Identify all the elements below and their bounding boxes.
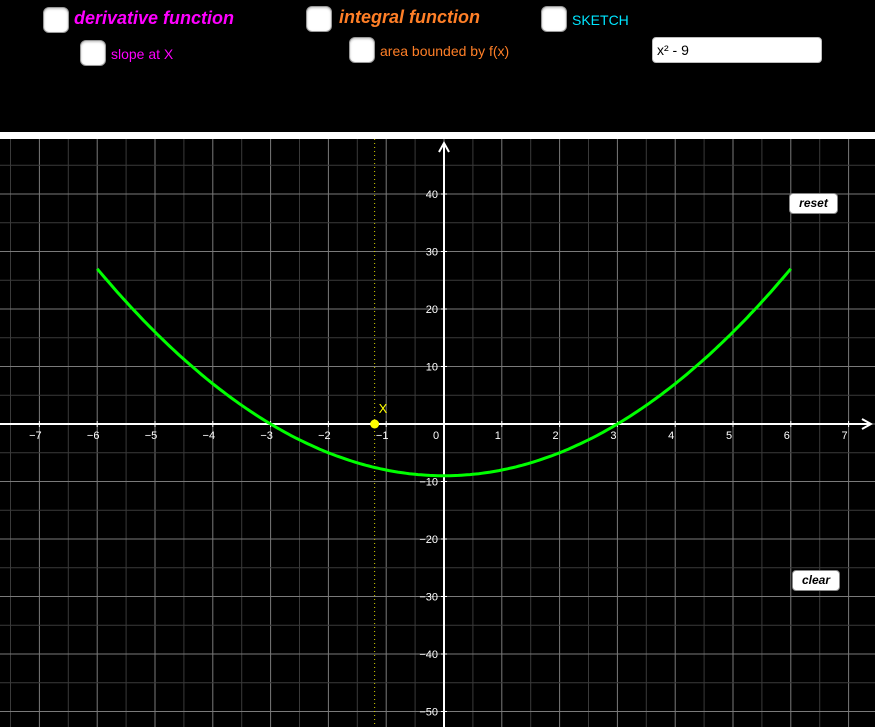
integral-function-checkbox[interactable] <box>306 6 332 32</box>
area-bounded-label: area bounded by f(x) <box>380 43 510 59</box>
x-axis-arrow <box>861 418 874 430</box>
clear-button[interactable]: clear <box>792 570 840 591</box>
y-tick-label: −30 <box>419 592 438 604</box>
sketch-label: SKETCH <box>572 12 629 28</box>
y-tick-label: −10 <box>419 477 438 489</box>
grid <box>0 139 875 727</box>
y-tick-label: 30 <box>426 247 438 259</box>
slope-at-x-checkbox[interactable] <box>80 40 106 66</box>
x-tick-label: 6 <box>784 430 790 442</box>
x-tick-label: −6 <box>87 430 100 442</box>
area-bounded-checkbox[interactable] <box>349 37 375 63</box>
sketch-checkbox[interactable] <box>541 6 567 32</box>
y-tick-label: −20 <box>419 534 438 546</box>
x-tick-label: −1 <box>376 430 389 442</box>
integral-function-label: integral function <box>339 7 480 27</box>
y-tick-label: −40 <box>419 649 438 661</box>
x-tick-label: −7 <box>29 430 42 442</box>
y-tick-label: −50 <box>419 707 438 719</box>
function-input[interactable] <box>652 37 822 63</box>
x-tick-label: −4 <box>203 430 216 442</box>
y-tick-label: 20 <box>426 304 438 316</box>
x-tick-label: 7 <box>842 430 848 442</box>
divider <box>0 132 875 139</box>
reset-button[interactable]: reset <box>789 193 838 214</box>
function-curve <box>96 267 792 478</box>
x-tick-label: 4 <box>668 430 674 442</box>
graph-view[interactable]: −7 −6 −5 −4 −3 −2 −1 0 1 2 3 4 5 6 740302010−10−20−30−… <box>0 139 875 727</box>
tick-labels: −7 −6 −5 −4 −3 −2 −1 0 1 2 3 4 5 6 740302010−10−20−30−… <box>29 189 848 719</box>
x-tick-label: 5 <box>726 430 732 442</box>
y-tick-label: 10 <box>426 362 438 374</box>
x-point-label: X <box>379 401 388 416</box>
x-point[interactable] <box>370 419 380 429</box>
axes <box>0 140 874 727</box>
derivative-function-checkbox[interactable] <box>43 7 69 33</box>
x-tick-label: 2 <box>553 430 559 442</box>
x-tick-label: 3 <box>610 430 616 442</box>
y-axis-arrow <box>438 140 450 153</box>
x-tick-label: −3 <box>260 430 273 442</box>
x-tick-label: −5 <box>145 430 158 442</box>
x-tick-label: −2 <box>318 430 331 442</box>
x-tick-label: 1 <box>495 430 501 442</box>
slope-at-x-label: slope at X <box>111 46 174 62</box>
y-tick-label: 40 <box>426 189 438 201</box>
x-tick-label: 0 <box>433 430 439 442</box>
derivative-function-label: derivative function <box>74 8 235 28</box>
